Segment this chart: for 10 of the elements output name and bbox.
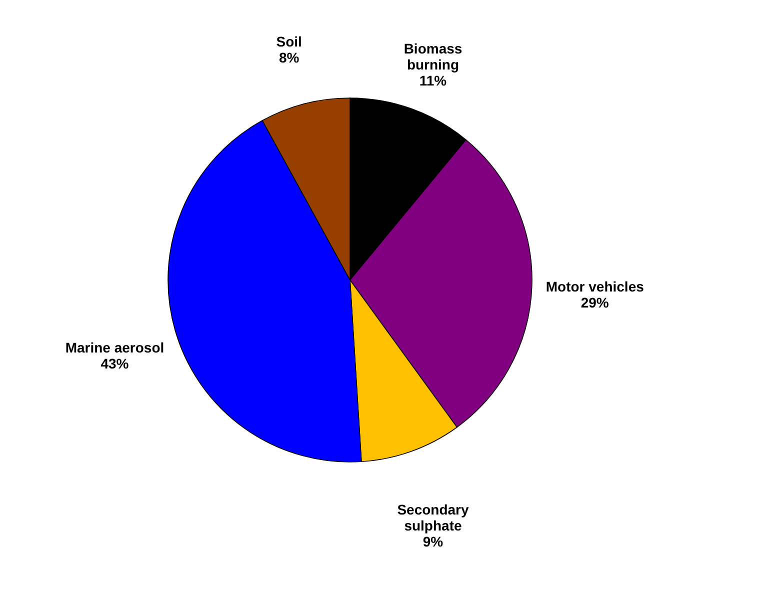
slice-label: Soil xyxy=(276,34,302,50)
data-label: 8% xyxy=(278,50,300,66)
data-label: 29% xyxy=(580,294,610,311)
data-label: 43% xyxy=(100,355,130,372)
data-label: 11% xyxy=(419,72,448,88)
slice-label: Biomass burning xyxy=(404,40,462,72)
slice-label: Marine aerosol xyxy=(65,339,164,356)
slice-label: Motor vehicles xyxy=(546,278,644,295)
data-label: 9% xyxy=(422,534,444,550)
slice-label: Secondary sulphate xyxy=(397,502,469,534)
